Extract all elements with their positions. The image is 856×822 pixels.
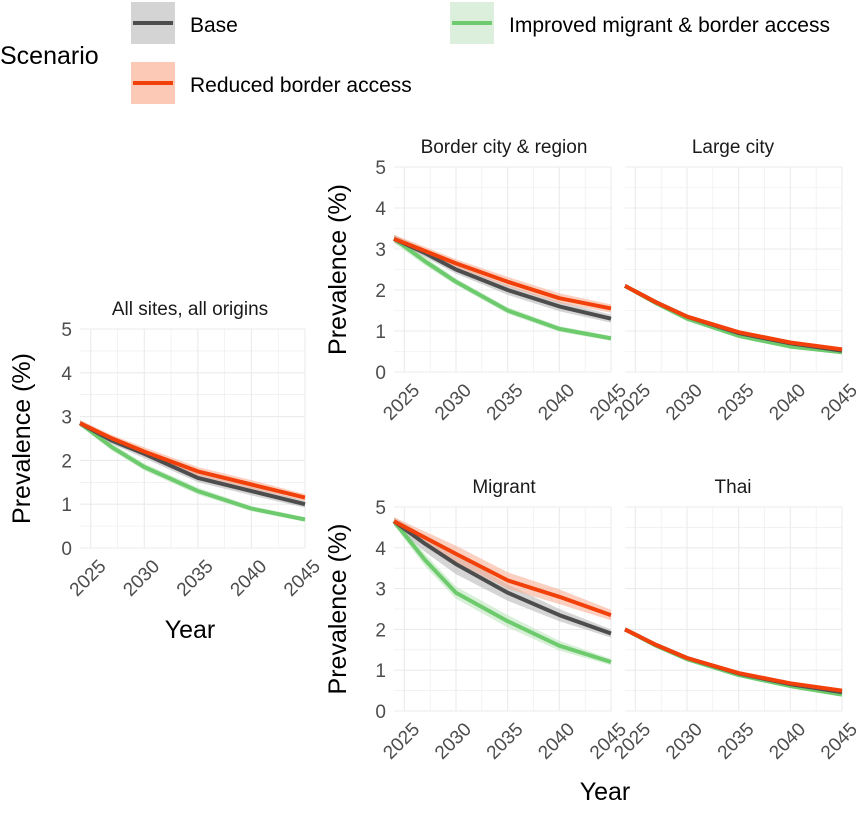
ci-band-base <box>625 283 842 352</box>
x-tick-label: 2040 <box>534 380 579 425</box>
x-tick-label: 2035 <box>173 556 218 601</box>
x-tick-label: 2035 <box>714 380 759 425</box>
x-tick-label: 2030 <box>662 719 707 764</box>
ci-band-reduced <box>394 234 611 313</box>
series-line-reduced <box>624 627 843 693</box>
x-tick-label: 2030 <box>431 380 476 425</box>
x-tick-label: 2030 <box>119 556 164 601</box>
x-tick-label: 2040 <box>765 380 810 425</box>
series-line-improved <box>392 520 612 664</box>
x-tick-label: 2030 <box>431 719 476 764</box>
grid <box>394 166 612 373</box>
y-tick-label: 4 <box>61 364 72 385</box>
y-tick-label: 2 <box>61 451 72 472</box>
x-axis-title-left: Year <box>165 616 216 644</box>
y-tick-label: 4 <box>375 539 386 560</box>
x-axis-title-right: Year <box>580 778 631 806</box>
grid <box>625 506 843 712</box>
series-line-improved <box>392 237 612 341</box>
panel-title: All sites, all origins <box>112 299 268 320</box>
panel-title: Thai <box>715 477 752 498</box>
x-tick-label: 2035 <box>483 380 528 425</box>
series-line-reduced <box>393 519 612 617</box>
x-tick-label: 2040 <box>227 556 272 601</box>
legend-key-reduced <box>131 62 175 104</box>
x-tick-label: 2045 <box>817 719 856 764</box>
series-line-base <box>624 627 843 695</box>
x-tick-label: 2040 <box>534 719 579 764</box>
series-line-base <box>624 284 843 353</box>
y-tick-label: 5 <box>375 158 386 179</box>
ci-band-reduced <box>80 420 305 502</box>
series-line-reduced <box>79 421 306 500</box>
chart-panel: All sites, all origins 0 1 2 3 4 5 2025 2030 2035… <box>8 299 325 601</box>
x-tick-label: 2040 <box>765 719 810 764</box>
legend-title: Scenario <box>0 42 99 70</box>
chart-panel: Border city & region 0 1 2 3 4 5 2025 2030 2035 20… <box>324 137 631 425</box>
ci-band-base <box>625 627 842 694</box>
series-line-reduced <box>624 284 843 352</box>
grid <box>625 166 843 373</box>
x-tick-label: 2025 <box>379 719 424 764</box>
legend-label-base: Base <box>190 14 238 37</box>
y-axis-title: Prevalence (%) <box>324 184 352 355</box>
y-tick-label: 5 <box>375 498 386 519</box>
x-tick-label: 2045 <box>817 380 856 425</box>
legend: Scenario Base Improved migrant & border … <box>0 2 830 104</box>
y-tick-label: 0 <box>61 539 72 560</box>
y-tick-label: 3 <box>61 408 72 429</box>
legend-key-improved <box>450 2 494 44</box>
y-tick-label: 4 <box>375 199 386 220</box>
series-line-base <box>392 519 612 636</box>
y-tick-label: 2 <box>375 620 386 641</box>
legend-label-improved: Improved migrant & border access <box>509 14 830 37</box>
x-tick-label: 2030 <box>662 380 707 425</box>
panel-title: Large city <box>692 137 775 158</box>
y-axis-title: Prevalence (%) <box>8 353 36 524</box>
y-tick-label: 2 <box>375 281 386 302</box>
y-tick-label: 5 <box>61 320 72 341</box>
panel-title: Border city & region <box>421 137 588 158</box>
y-tick-label: 1 <box>375 661 386 682</box>
legend-label-reduced: Reduced border access <box>190 74 412 97</box>
x-tick-label: 2025 <box>379 380 424 425</box>
legend-key-base <box>131 2 175 44</box>
panel-title: Migrant <box>472 477 536 498</box>
y-tick-label: 0 <box>375 363 386 384</box>
series-line-improved <box>624 284 843 355</box>
x-tick-label: 2035 <box>714 719 759 764</box>
y-tick-label: 1 <box>375 322 386 343</box>
y-axis-title: Prevalence (%) <box>324 524 352 695</box>
ci-band-reduced <box>625 627 842 692</box>
y-tick-label: 1 <box>61 495 72 516</box>
x-tick-label: 2045 <box>280 556 325 601</box>
ci-band-reduced <box>625 283 842 351</box>
y-tick-label: 3 <box>375 240 386 261</box>
series-line-reduced <box>393 236 612 311</box>
series-line-improved <box>78 421 306 522</box>
y-tick-label: 0 <box>375 702 386 723</box>
x-tick-label: 2035 <box>483 719 528 764</box>
x-tick-label: 2025 <box>66 556 111 601</box>
y-tick-label: 3 <box>375 580 386 601</box>
